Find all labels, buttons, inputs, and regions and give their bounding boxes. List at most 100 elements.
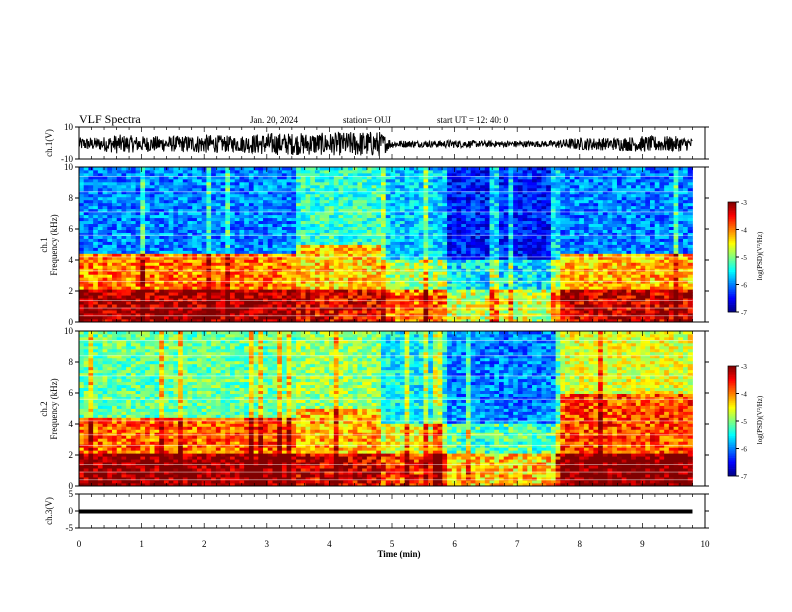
spectrogram-cell	[225, 217, 231, 222]
spectrogram-cell	[480, 181, 486, 186]
spectrogram-cell	[225, 229, 231, 233]
spectrogram-cell	[414, 181, 420, 186]
spectrogram-cell	[248, 214, 255, 219]
spectrogram-cell	[163, 232, 170, 236]
spectrogram-cell	[149, 184, 155, 189]
spectrogram-cell	[324, 208, 330, 213]
spectrogram-cell	[211, 232, 217, 236]
spectrogram-cell	[508, 199, 514, 204]
spectrogram-cell	[494, 250, 500, 254]
spectrogram-cell	[83, 184, 89, 189]
spectrogram-cell	[145, 175, 151, 180]
spectrogram-cell	[168, 256, 174, 260]
spectrogram-cell	[281, 196, 288, 201]
spectrogram-cell	[173, 271, 179, 275]
spectrogram-cell	[347, 286, 354, 290]
spectrogram-cell	[513, 241, 519, 245]
spectrogram-cell	[319, 298, 325, 302]
spectrogram-cell	[239, 292, 245, 296]
spectrogram-cell	[126, 178, 132, 183]
spectrogram-cell	[508, 229, 514, 233]
spectrogram-cell	[489, 196, 495, 201]
spectrogram-cell	[513, 226, 519, 230]
spectrogram-cell	[126, 229, 132, 233]
spectrogram-cell	[499, 178, 505, 183]
spectrogram-cell	[267, 247, 273, 251]
spectrogram-cell	[508, 301, 514, 305]
spectrogram-cell	[154, 316, 160, 320]
spectrogram-cell	[352, 250, 358, 254]
spectrogram-cell	[220, 175, 226, 180]
spectrogram-cell	[107, 271, 113, 275]
spectrogram-cell	[447, 292, 453, 296]
spectrogram-cell	[211, 301, 217, 305]
spectrogram-cell	[310, 307, 316, 311]
spectrogram-cell	[470, 178, 476, 183]
spectrogram-cell	[300, 301, 306, 305]
spectrogram-cell	[371, 220, 377, 225]
spectrogram-cell	[121, 259, 127, 263]
spectrogram-cell	[338, 226, 344, 230]
spectrogram-cell	[451, 268, 457, 272]
spectrogram-cell	[503, 184, 509, 189]
spectrogram-cell	[173, 316, 179, 320]
spectrogram-cell	[470, 292, 476, 296]
spectrogram-cell	[319, 262, 325, 266]
spectrogram-cell	[230, 316, 236, 320]
spectrogram-cell	[376, 271, 382, 275]
spectrogram-cell	[456, 241, 462, 245]
spectrogram-cell	[432, 304, 439, 308]
spectrogram-cell	[310, 226, 316, 230]
spectrogram-cell	[281, 199, 288, 204]
spectrogram-cell	[437, 310, 443, 314]
spectrogram-cell	[461, 265, 467, 269]
spectrogram-cell	[428, 196, 434, 201]
spectrogram-cell	[145, 184, 151, 189]
spectrogram-cell	[107, 190, 113, 195]
spectrogram-cell	[461, 217, 467, 222]
spectrogram-cell	[333, 283, 339, 287]
spectrogram-cell	[154, 274, 160, 278]
spectrogram-cell	[277, 178, 283, 183]
spectrogram-cell	[234, 250, 240, 254]
spectrogram-cell	[296, 253, 302, 257]
spectrogram-cell	[399, 277, 406, 281]
spectrogram-cell	[414, 220, 420, 225]
spectrogram-cell	[305, 196, 311, 201]
spectrogram-cell	[352, 232, 358, 236]
spectrogram-cell	[178, 211, 184, 216]
spectrogram-cell	[423, 253, 429, 257]
spectrogram-cell	[442, 208, 448, 213]
spectrogram-cell	[281, 241, 288, 245]
spectrogram-cell	[513, 214, 519, 219]
spectrogram-cell	[423, 226, 429, 230]
spectrogram-cell	[319, 190, 325, 195]
spectrogram-cell	[286, 211, 292, 216]
spectrogram-cell	[272, 316, 278, 320]
spectrogram-cell	[196, 167, 203, 171]
spectrogram-cell	[409, 205, 415, 210]
spectrogram-cell	[168, 304, 174, 308]
spectrogram-cell	[465, 247, 472, 251]
spectrogram-cell	[272, 274, 278, 278]
spectrogram-cell	[456, 178, 462, 183]
spectrogram-cell	[102, 271, 108, 275]
spectrogram-cell	[503, 199, 509, 204]
spectrogram-cell	[220, 292, 226, 296]
spectrogram-cell	[324, 256, 330, 260]
spectrogram-cell	[163, 172, 170, 177]
spectrogram-cell	[385, 223, 391, 228]
spectrogram-cell	[225, 184, 231, 189]
spectrogram-cell	[244, 265, 250, 269]
spectrogram-cell	[461, 295, 467, 299]
spectrogram-cell	[220, 190, 226, 195]
spectrogram-cell	[196, 262, 203, 266]
spectrogram-cell	[126, 265, 132, 269]
spectrogram-cell	[173, 265, 179, 269]
spectrogram-cell	[381, 217, 387, 222]
spectrogram-cell	[494, 208, 500, 213]
spectrogram-cell	[206, 229, 212, 233]
spectrogram-cell	[140, 193, 146, 198]
spectrogram-cell	[201, 232, 207, 236]
spectrogram-cell	[163, 253, 170, 257]
